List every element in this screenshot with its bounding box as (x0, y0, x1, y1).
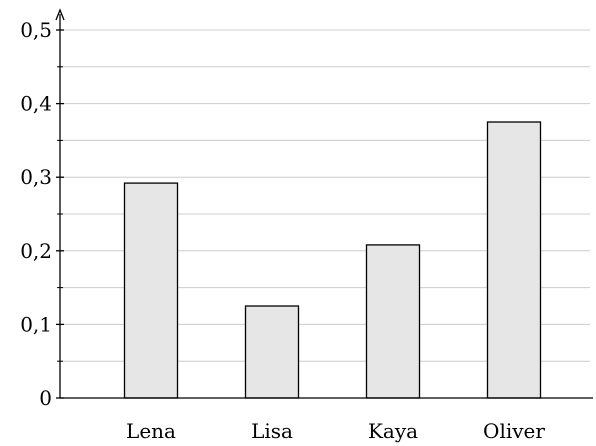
y-axis-arrow (55, 8, 65, 21)
x-tick-label-oliver: Oliver (483, 419, 545, 443)
bar-lena (123, 182, 179, 399)
bar-kaya (365, 244, 421, 399)
y-tick-label: 0,2 (20, 239, 52, 263)
axes (55, 8, 593, 399)
y-tick-label: 0,5 (20, 18, 52, 42)
y-tick-label: 0,4 (20, 92, 52, 116)
bar-lisa (244, 305, 300, 399)
y-tick-label: 0 (39, 386, 52, 410)
x-tick-label-lena: Lena (126, 419, 176, 443)
bars (123, 121, 542, 399)
bar-oliver (486, 121, 542, 399)
x-tick-label-lisa: Lisa (251, 419, 293, 443)
x-tick-labels: Lena Lisa Kaya Oliver (126, 419, 545, 443)
y-tick-label: 0,1 (20, 312, 52, 336)
y-ticks: 0 0,1 0,2 0,3 0,4 0,5 (20, 18, 64, 410)
y-tick-label: 0,3 (20, 165, 52, 189)
x-tick-label-kaya: Kaya (368, 419, 418, 443)
